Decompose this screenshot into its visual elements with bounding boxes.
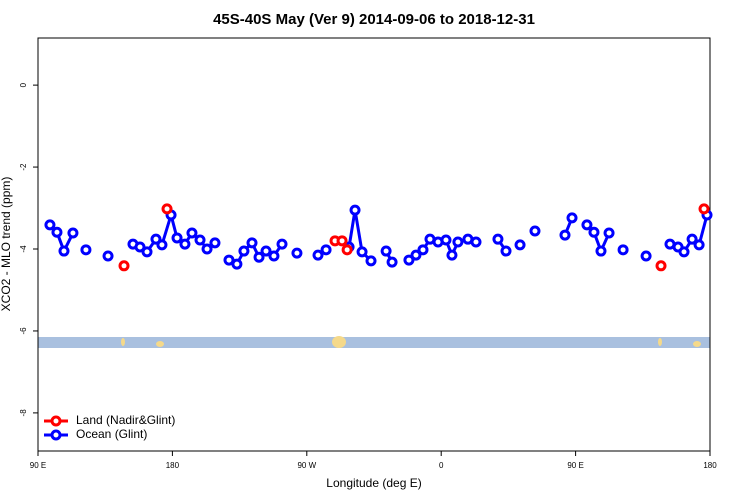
data-point [566, 212, 578, 224]
data-point [231, 258, 243, 270]
data-point [559, 229, 571, 241]
data-point [410, 249, 422, 261]
data-point [102, 250, 114, 262]
data-point [514, 239, 526, 251]
data-point [223, 254, 235, 266]
data-point [349, 204, 361, 216]
data-point [678, 246, 690, 258]
data-point [276, 238, 288, 250]
data-point [161, 203, 173, 215]
data-point [186, 227, 198, 239]
data-point [44, 219, 56, 231]
data-point [595, 245, 607, 257]
data-point [640, 250, 652, 262]
data-point [141, 246, 153, 258]
data-point [588, 226, 600, 238]
x-tick-label: 90 W [297, 461, 316, 470]
y-axis-label: XCO2 - MLO trend (ppm) [0, 177, 13, 312]
data-point [67, 227, 79, 239]
data-point [581, 219, 593, 231]
data-point [440, 234, 452, 246]
data-point [655, 260, 667, 272]
data-point [246, 237, 258, 249]
data-point [500, 245, 512, 257]
data-point [260, 245, 272, 257]
data-point [209, 237, 221, 249]
y-tick-label: -8 [19, 409, 28, 417]
data-point [446, 249, 458, 261]
y-tick-label: -4 [19, 245, 28, 253]
data-point [134, 241, 146, 253]
data-point [452, 236, 464, 248]
data-point [336, 235, 348, 247]
legend-label: Land (Nadir&Glint) [76, 413, 175, 427]
data-point [194, 234, 206, 246]
data-point [341, 244, 353, 256]
data-point [291, 247, 303, 259]
plot-frame [37, 37, 711, 452]
data-point [380, 245, 392, 257]
y-tick-label: -6 [19, 327, 28, 335]
chart-title: 45S-40S May (Ver 9) 2014-09-06 to 2018-1… [213, 11, 535, 28]
y-tick-label: -2 [19, 163, 28, 171]
x-tick-label: 180 [703, 461, 717, 470]
data-point [386, 256, 398, 268]
data-point [603, 227, 615, 239]
data-point [201, 243, 213, 255]
x-tick-label: 90 E [30, 461, 46, 470]
data-point [58, 245, 70, 257]
data-point [470, 236, 482, 248]
data-point [312, 249, 324, 261]
map-strip [38, 336, 710, 348]
data-point [686, 233, 698, 245]
data-point [356, 246, 368, 258]
data-point [118, 260, 130, 272]
x-tick-label: 0 [439, 461, 444, 470]
data-point [179, 238, 191, 250]
data-point [268, 250, 280, 262]
data-point [529, 225, 541, 237]
data-point [617, 244, 629, 256]
legend-label: Ocean (Glint) [76, 427, 147, 441]
x-tick-label: 90 E [567, 461, 583, 470]
data-point [698, 203, 710, 215]
y-tick-label: 0 [19, 82, 28, 87]
data-point [403, 254, 415, 266]
data-point [51, 226, 63, 238]
data-point [156, 239, 168, 251]
legend-marker [50, 415, 62, 427]
data-point [417, 244, 429, 256]
x-axis-label: Longitude (deg E) [326, 476, 421, 490]
data-point [320, 244, 332, 256]
data-point [365, 255, 377, 267]
data-point [80, 244, 92, 256]
data-point [492, 233, 504, 245]
data-point [693, 239, 705, 251]
legend-marker [50, 429, 62, 441]
x-tick-label: 180 [166, 461, 180, 470]
data-point [253, 251, 265, 263]
data-point [238, 245, 250, 257]
data-point [171, 232, 183, 244]
